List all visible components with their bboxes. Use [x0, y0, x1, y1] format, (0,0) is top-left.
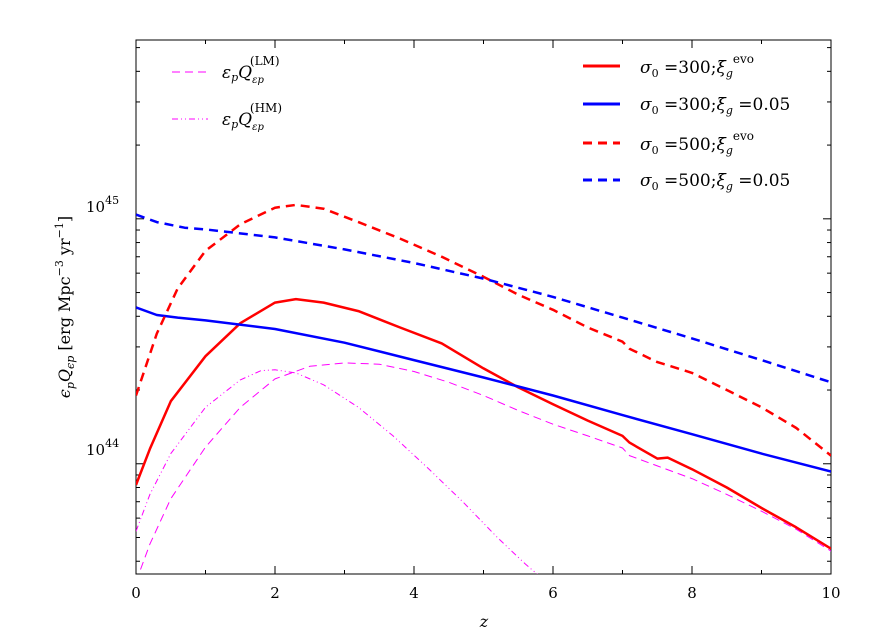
x-tick-label-6: 6 [548, 584, 558, 602]
legend-sup-s300-evo: evo [733, 52, 754, 66]
y-tick-label-1e44: 1044 [86, 437, 119, 459]
svg-text:ϵpQϵp [erg Mpc−3 yr−1]: ϵpQϵp [erg Mpc−3 yr−1] [53, 216, 77, 398]
y-axis-label: ϵpQϵp [erg Mpc−3 yr−1] [53, 216, 77, 398]
x-tick-labels: 0 2 4 6 8 10 [131, 584, 840, 602]
y-tick-label-1e45: 1045 [86, 194, 119, 216]
series-group [136, 203, 831, 574]
x-tick-label-10: 10 [821, 584, 840, 602]
y-tick-labels: 1045 1044 [86, 194, 119, 459]
x-tick-label-8: 8 [687, 584, 697, 602]
y-label-q: Q [55, 369, 74, 382]
series-line-LM [138, 362, 831, 574]
y-label-qsub: ϵp [64, 356, 77, 369]
legend-label-HM: εpQεp(HM) [222, 101, 282, 133]
legend-label-s500-evo: σ0 =500;ξgevo [640, 129, 754, 157]
legend-label-s300-005: σ0 =300;ξg =0.05 [640, 95, 790, 117]
y-label-exp1: −1 [53, 222, 66, 238]
x-tick-label-4: 4 [409, 584, 419, 602]
legend-label-LM: εpQεp(LM) [222, 54, 280, 86]
y-label-exp3: −3 [53, 260, 66, 276]
y-label-yr: yr [55, 238, 74, 260]
series-line-s500_evo [136, 203, 831, 457]
legend-label-s500-005: σ0 =500;ξg =0.05 [640, 171, 790, 193]
y-tick-exp: 44 [105, 437, 119, 450]
x-tick-label-0: 0 [131, 584, 141, 602]
series-line-s500_005 [136, 213, 831, 384]
y-label-epsilon: ϵ [55, 389, 74, 398]
legend-right: σ0 =300;ξgevo σ0 =300;ξg =0.05 σ0 =500;ξ… [583, 52, 790, 193]
y-label-p: p [64, 382, 77, 389]
legend-left: εpQεp(LM) εpQεp(HM) [172, 54, 282, 133]
series-line-s300_evo [136, 297, 831, 550]
y-tick-base: 10 [86, 441, 105, 459]
legend-sup-LM: (LM) [250, 54, 280, 68]
y-tick-base: 10 [86, 198, 105, 216]
y-tick-exp: 45 [105, 194, 119, 207]
x-tick-label-2: 2 [270, 584, 280, 602]
y-label-close: ] [55, 216, 74, 222]
x-axis-label: z [479, 612, 489, 631]
legend-sup-s500-evo: evo [733, 129, 754, 143]
y-label-units: [erg Mpc [55, 276, 74, 355]
series-line-HM [136, 369, 538, 574]
legend-label-s300-evo: σ0 =300;ξgevo [640, 52, 754, 80]
legend-sup-HM: (HM) [250, 101, 282, 115]
series-line-s300_005 [136, 306, 831, 473]
